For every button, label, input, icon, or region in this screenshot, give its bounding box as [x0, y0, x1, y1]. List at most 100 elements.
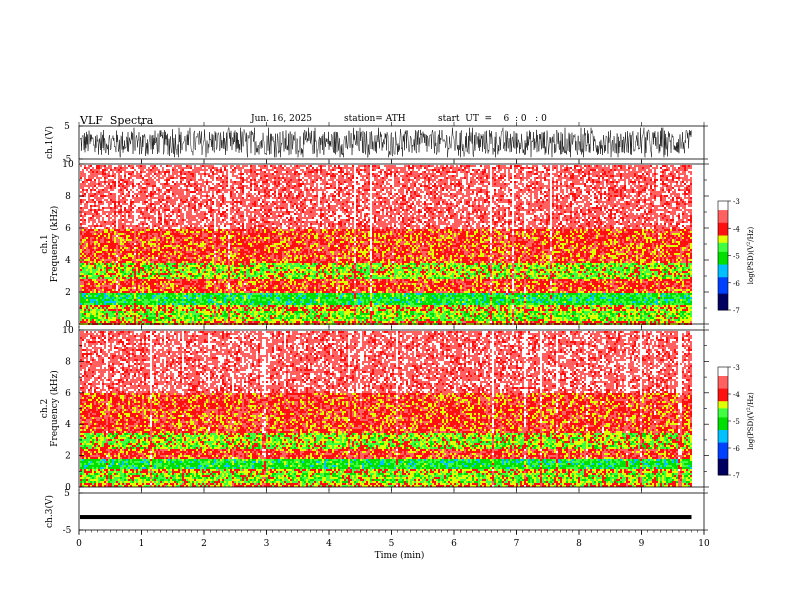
spectrogram-cell	[84, 201, 86, 203]
spectrogram-cell	[176, 199, 178, 201]
spectrogram-cell	[200, 241, 202, 243]
spectrogram-cell	[94, 213, 96, 215]
spectrogram-cell	[104, 243, 106, 245]
spectrogram-cell	[126, 249, 128, 251]
spectrogram-cell	[144, 223, 146, 225]
spectrogram-cell	[138, 183, 140, 185]
spectrogram-cell	[96, 185, 98, 187]
spectrogram-cell	[128, 187, 130, 189]
spectrogram-cell	[154, 197, 156, 199]
spectrogram-cell	[142, 289, 144, 291]
spectrogram-cell	[126, 295, 128, 297]
spectrogram-cell	[152, 191, 154, 193]
spectrogram-cell	[164, 205, 166, 207]
spectrogram-cell	[146, 251, 148, 253]
spectrogram-cell	[148, 247, 150, 249]
spectrogram-cell	[150, 247, 152, 249]
spectrogram-cell	[182, 315, 184, 317]
spectrogram-cell	[108, 193, 110, 195]
spectrogram-cell	[178, 245, 180, 247]
spectrogram-cell	[200, 181, 202, 183]
spectrogram-cell	[86, 275, 88, 277]
spectrogram-cell	[112, 203, 114, 205]
spectrogram-cell	[178, 287, 180, 289]
spectrogram-cell	[110, 183, 112, 185]
spectrogram-cell	[112, 319, 114, 321]
spectrogram-cell	[132, 315, 134, 317]
spectrogram-cell	[162, 265, 164, 267]
spectrogram-cell	[142, 195, 144, 197]
spectrogram-cell	[118, 173, 120, 175]
spectrogram-cell	[190, 267, 192, 269]
spectrogram-cell	[92, 175, 94, 177]
spectrogram-cell	[158, 257, 160, 259]
spectrogram-cell	[180, 315, 182, 317]
spectrogram-cell	[164, 295, 166, 297]
spectrogram-cell	[108, 277, 110, 279]
spectrogram-cell	[166, 291, 168, 293]
spectrogram-cell	[96, 169, 98, 171]
spectrogram-cell	[130, 229, 132, 231]
spectrogram-cell	[140, 223, 142, 225]
spectrogram-cell	[188, 247, 190, 249]
spectrogram-cell	[96, 175, 98, 177]
spectrogram-cell	[120, 315, 122, 317]
spectrogram-cell	[138, 219, 140, 221]
spectrogram-cell	[112, 261, 114, 263]
spectrogram-cell	[80, 215, 82, 217]
spectrogram-cell	[198, 313, 200, 315]
spectrogram-cell	[140, 263, 142, 265]
spectrogram-cell	[176, 273, 178, 275]
spectrogram-cell	[102, 243, 104, 245]
spectrogram-cell	[180, 243, 182, 245]
spectrogram-cell	[166, 259, 168, 261]
spectrogram-cell	[160, 177, 162, 179]
spectrogram-cell	[190, 175, 192, 177]
spectrogram-cell	[200, 307, 202, 309]
spectrogram-cell	[158, 201, 160, 203]
spectrogram-cell	[170, 243, 172, 245]
spectrogram-cell	[202, 207, 204, 209]
spectrogram-cell	[92, 287, 94, 289]
spectrogram-cell	[140, 301, 142, 303]
spectrogram-cell	[82, 205, 84, 207]
spectrogram-cell	[146, 231, 148, 233]
spectrogram-cell	[140, 179, 142, 181]
spectrogram-cell	[192, 195, 194, 197]
spectrogram-cell	[128, 211, 130, 213]
spectrogram-cell	[192, 223, 194, 225]
spectrogram-cell	[184, 311, 186, 313]
spectrogram-cell	[128, 227, 130, 229]
spectrogram-cell	[84, 213, 86, 215]
spectrogram-cell	[174, 213, 176, 215]
spectrogram-cell	[98, 255, 100, 257]
spectrogram-cell	[104, 319, 106, 321]
spectrogram-cell	[96, 301, 98, 303]
spectrogram-cell	[194, 231, 196, 233]
spectrogram-cell	[188, 209, 190, 211]
spectrogram-cell	[162, 273, 164, 275]
spectrogram-cell	[86, 223, 88, 225]
spectrogram-cell	[144, 311, 146, 313]
spectrogram-cell	[172, 255, 174, 257]
spectrogram-cell	[110, 233, 112, 235]
spectrogram-cell	[116, 207, 118, 209]
spectrogram-cell	[102, 313, 104, 315]
spectrogram-cell	[110, 219, 112, 221]
spectrogram-cell	[90, 205, 92, 207]
spectrogram-cell	[184, 171, 186, 173]
spectrogram-cell	[124, 215, 126, 217]
spectrogram-cell	[92, 249, 94, 251]
spectrogram-cell	[124, 217, 126, 219]
spectrogram-cell	[178, 185, 180, 187]
spectrogram-cell	[200, 227, 202, 229]
spectrogram-cell	[168, 321, 170, 323]
spectrogram-cell	[170, 321, 172, 323]
spectrogram-cell	[174, 179, 176, 181]
spectrogram-cell	[138, 209, 140, 211]
spectrogram-cell	[106, 233, 108, 235]
spectrogram-cell	[148, 289, 150, 291]
spectrogram-cell	[100, 287, 102, 289]
spectrogram-cell	[136, 309, 138, 311]
spectrogram-cell	[174, 267, 176, 269]
